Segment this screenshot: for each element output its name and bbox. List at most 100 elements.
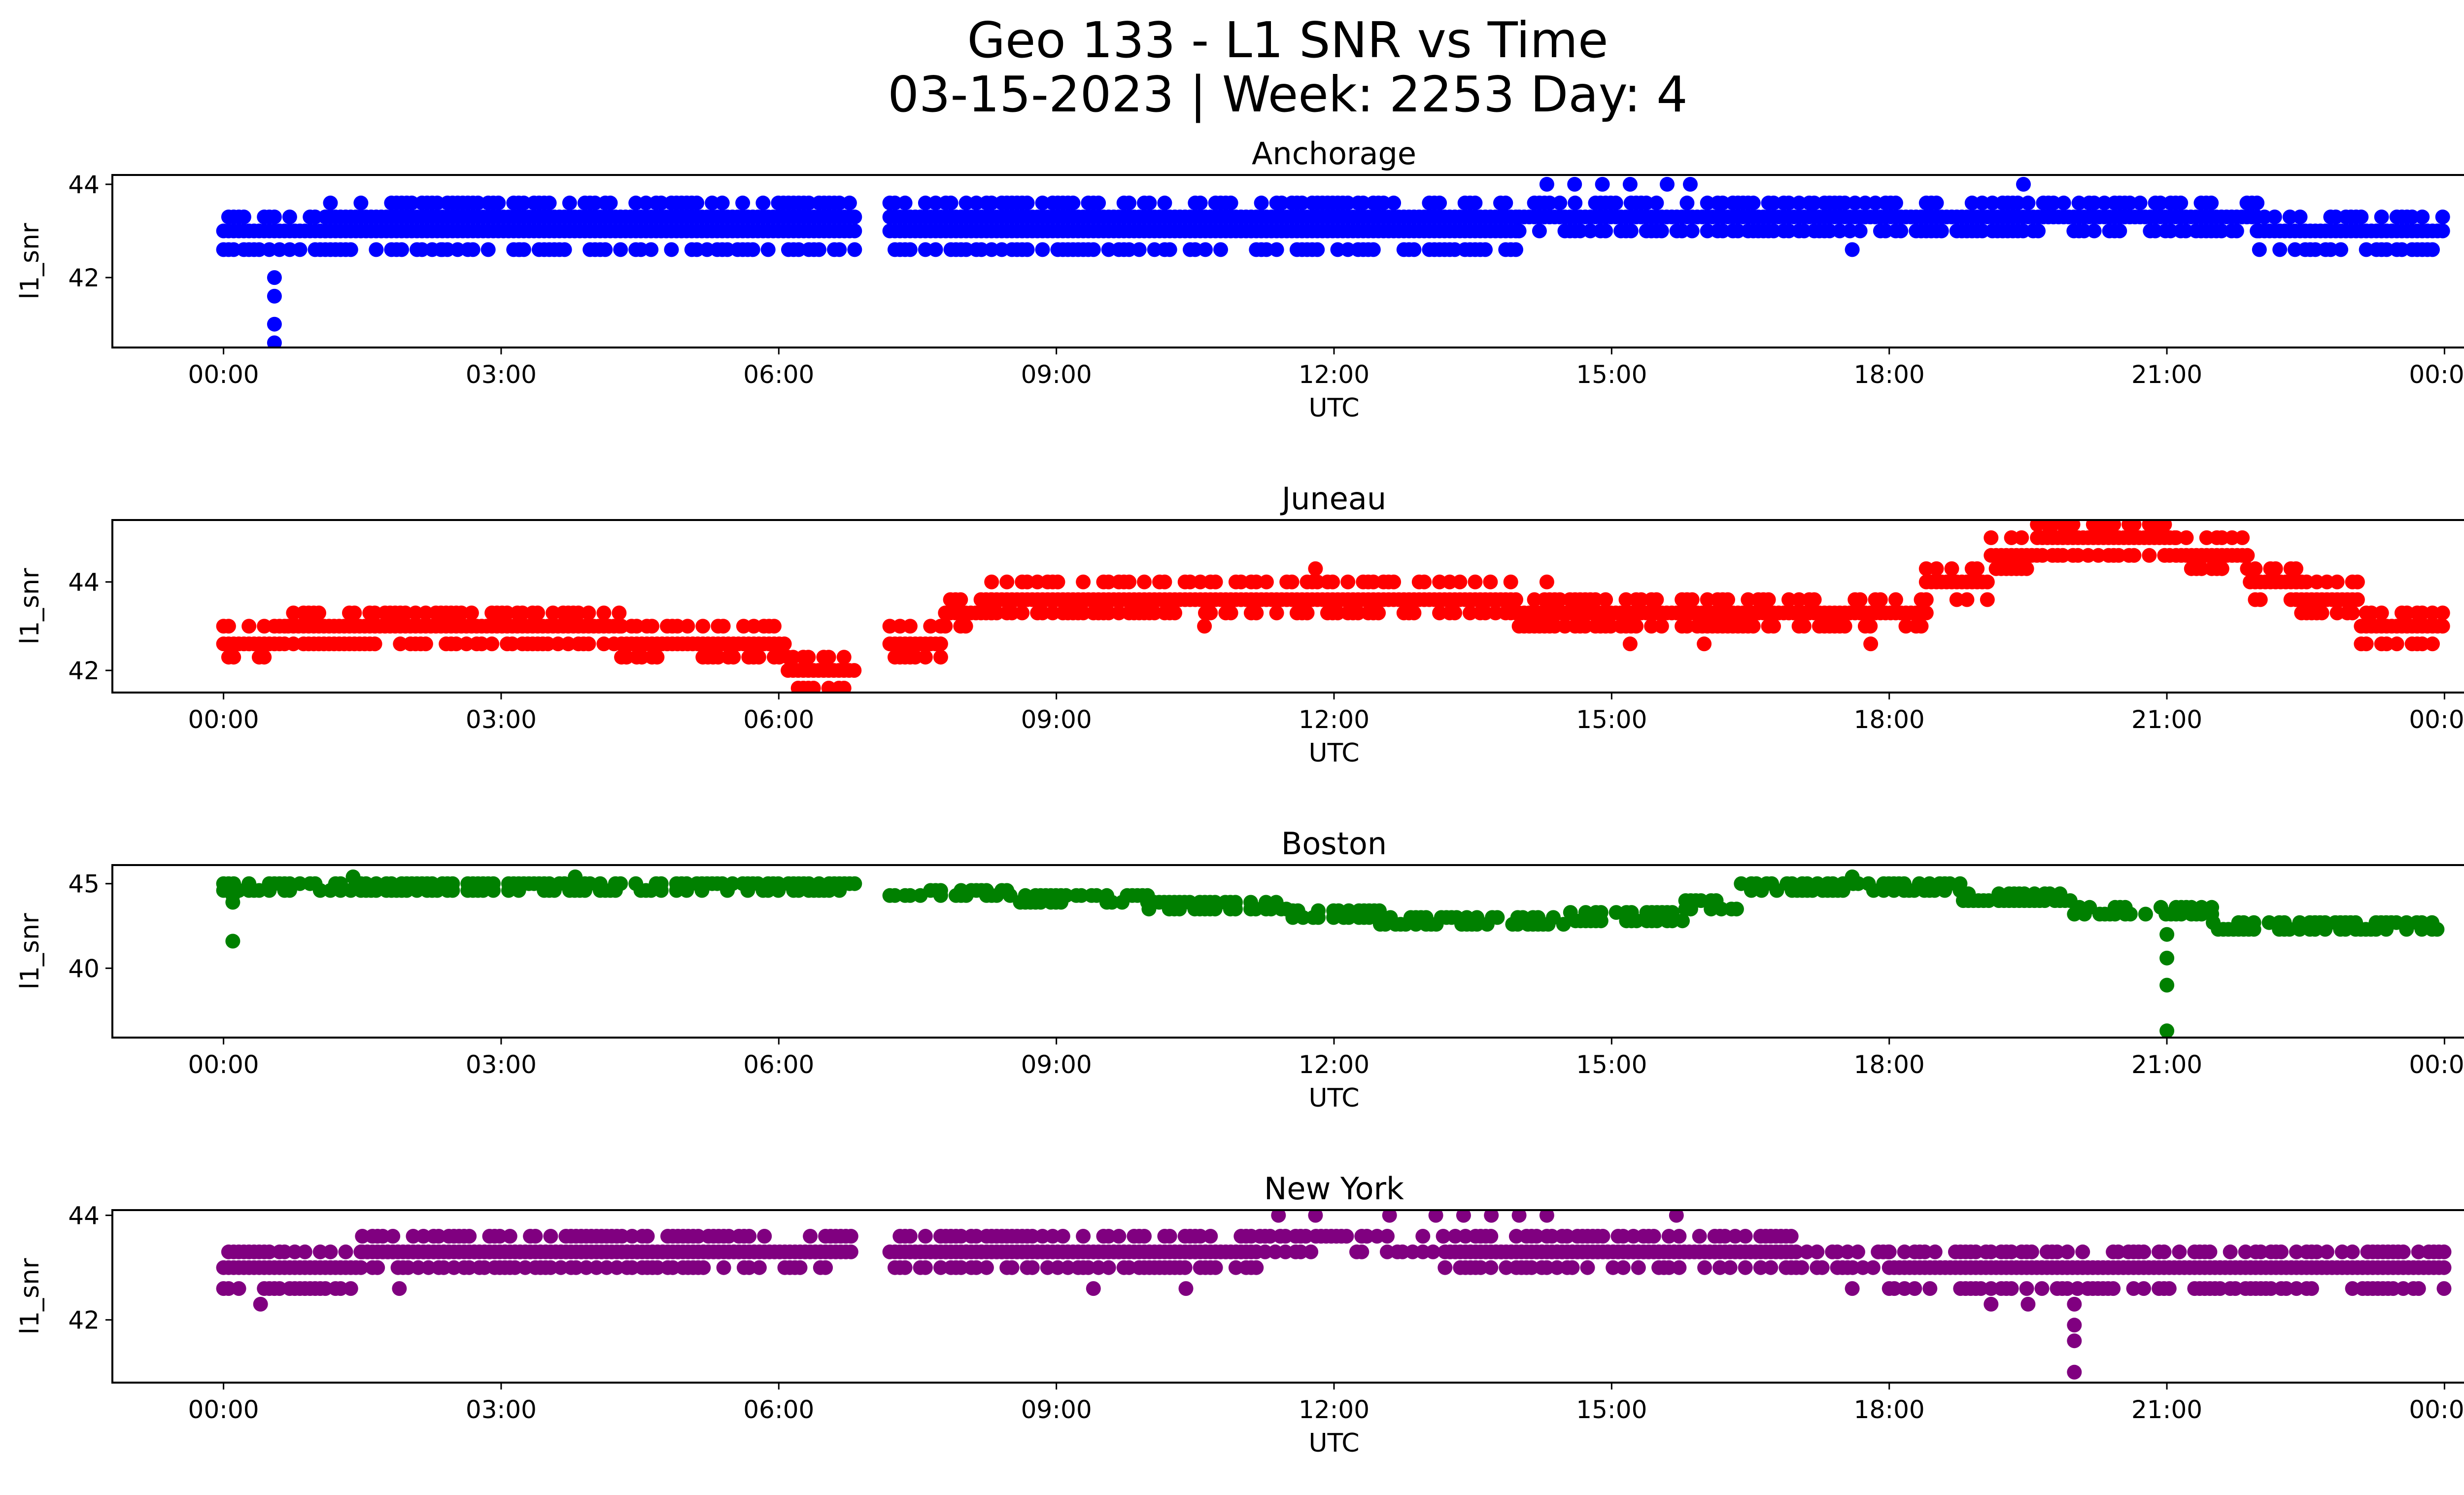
data-point xyxy=(1644,619,1659,634)
data-point xyxy=(1763,1260,1779,1275)
data-point xyxy=(1228,1260,1243,1275)
data-point xyxy=(1729,902,1744,917)
data-point xyxy=(2172,1244,2187,1259)
data-point xyxy=(1059,888,1074,903)
data-point xyxy=(1157,574,1172,590)
x-tick-label: 06:00 xyxy=(743,1050,814,1079)
data-point xyxy=(1122,574,1137,590)
data-point xyxy=(1639,195,1654,210)
data-point xyxy=(1432,574,1447,590)
data-point xyxy=(847,242,862,257)
data-point xyxy=(1845,1260,1860,1275)
data-point xyxy=(2004,1281,2019,1296)
data-point xyxy=(450,242,465,257)
data-point xyxy=(1065,195,1081,210)
data-point xyxy=(1598,223,1613,239)
data-point xyxy=(954,1229,969,1244)
data-point xyxy=(515,605,530,621)
data-point xyxy=(393,636,408,652)
data-point xyxy=(882,619,897,634)
data-point xyxy=(1781,195,1796,210)
data-point xyxy=(1837,195,1852,210)
data-point xyxy=(1432,605,1447,621)
data-point xyxy=(1712,1260,1728,1275)
data-point xyxy=(792,1260,808,1275)
data-point xyxy=(394,242,410,257)
data-point xyxy=(2157,520,2172,532)
data-point xyxy=(1837,619,1852,634)
data-point xyxy=(1898,619,1914,634)
data-point xyxy=(1927,1244,1943,1259)
data-point xyxy=(1468,574,1483,590)
data-point xyxy=(370,1260,385,1275)
data-point xyxy=(2435,209,2450,225)
data-point xyxy=(923,619,938,634)
data-point xyxy=(343,242,358,257)
data-point xyxy=(1810,1244,1825,1259)
data-point xyxy=(1162,242,1177,257)
data-point xyxy=(1030,574,1045,590)
data-point xyxy=(421,1260,436,1275)
data-point xyxy=(1269,242,1284,257)
data-point xyxy=(746,619,761,634)
data-point xyxy=(1660,176,1675,192)
data-point xyxy=(1745,619,1761,634)
data-point xyxy=(954,1260,969,1275)
data-point xyxy=(653,195,669,210)
data-point xyxy=(752,1260,767,1275)
x-tick-label: 00:00 xyxy=(2409,1395,2464,1424)
data-point xyxy=(958,242,974,257)
data-point xyxy=(2004,530,2019,545)
data-point xyxy=(2126,548,2142,563)
scatter-points xyxy=(216,869,2445,1038)
data-point xyxy=(543,1229,558,1244)
data-point xyxy=(1223,195,1238,210)
data-point xyxy=(1025,1229,1040,1244)
data-point xyxy=(1263,1229,1278,1244)
data-point xyxy=(791,242,806,257)
data-point xyxy=(292,242,308,257)
data-point xyxy=(2282,209,2297,225)
data-point xyxy=(1929,561,1944,576)
data-point xyxy=(624,1229,640,1244)
figure-title-line-2: 03-15-2023 | Week: 2253 Day: 4 xyxy=(888,66,1688,123)
data-point xyxy=(1025,1260,1040,1275)
data-point xyxy=(2106,1281,2121,1296)
data-point xyxy=(1488,605,1503,621)
data-point xyxy=(1814,1260,1830,1275)
data-point xyxy=(1015,605,1030,621)
data-point xyxy=(446,1260,462,1275)
data-point xyxy=(2081,548,2096,563)
data-point xyxy=(465,242,480,257)
data-point xyxy=(2399,915,2414,930)
data-point xyxy=(2415,636,2430,652)
x-tick-label: 18:00 xyxy=(1854,1050,1925,1079)
data-point xyxy=(353,195,369,210)
data-point xyxy=(2334,1244,2350,1259)
data-point xyxy=(596,605,612,621)
data-point xyxy=(241,619,257,634)
data-point xyxy=(528,1229,543,1244)
data-point xyxy=(2199,530,2214,545)
data-point xyxy=(2087,195,2102,210)
figure-title-line-1: Geo 133 - L1 SNR vs Time xyxy=(967,11,1608,69)
data-point xyxy=(2159,950,2175,966)
data-point xyxy=(1745,195,1761,210)
data-point xyxy=(225,888,240,903)
data-point xyxy=(2194,561,2209,576)
data-point xyxy=(1700,592,1715,607)
data-point xyxy=(958,619,973,634)
data-point xyxy=(989,605,1004,621)
data-point xyxy=(1076,1229,1091,1244)
data-point xyxy=(1661,1260,1677,1275)
data-point xyxy=(1380,1244,1395,1259)
x-tick-label: 15:00 xyxy=(1576,705,1647,734)
data-point xyxy=(933,883,948,898)
data-point xyxy=(323,1244,338,1259)
data-point xyxy=(1539,1260,1554,1275)
data-point xyxy=(679,876,694,891)
data-point xyxy=(1980,592,1995,607)
data-point xyxy=(1086,242,1101,257)
data-point xyxy=(1284,574,1300,590)
data-point xyxy=(974,242,989,257)
